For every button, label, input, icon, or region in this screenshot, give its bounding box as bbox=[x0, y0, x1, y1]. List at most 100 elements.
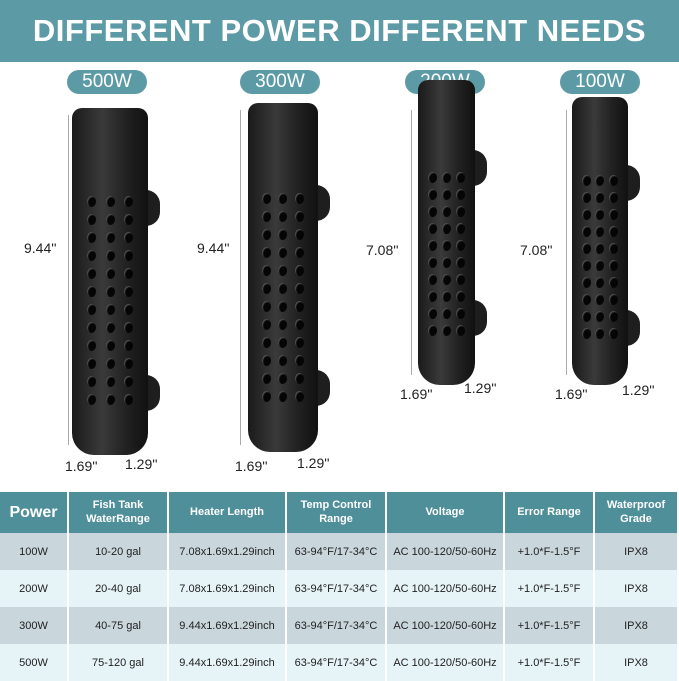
vent-hole bbox=[295, 355, 305, 366]
length-label: 9.44'' bbox=[197, 240, 230, 256]
vent-hole bbox=[105, 286, 115, 297]
vent-hole bbox=[261, 265, 271, 276]
vent-hole bbox=[105, 250, 115, 261]
vent-hole bbox=[278, 337, 288, 348]
vent-hole bbox=[582, 294, 592, 305]
table-cell: 300W bbox=[0, 607, 69, 644]
vent-hole bbox=[582, 277, 592, 288]
vent-hole bbox=[582, 328, 592, 339]
vent-hole bbox=[295, 337, 305, 348]
vent-hole bbox=[595, 209, 605, 220]
table-row: 500W 75-120 gal 9.44x1.69x1.29inch 63-94°F/… bbox=[0, 644, 679, 681]
table-row: 300W 40-75 gal 9.44x1.69x1.29inch 63-94°F/1… bbox=[0, 607, 679, 644]
vent-hole bbox=[87, 286, 97, 297]
table-cell: AC 100-120/50-60Hz bbox=[386, 644, 505, 681]
suction-cup bbox=[146, 375, 160, 411]
specs-table: Power Fish Tank WaterRange Heater Length… bbox=[0, 492, 679, 681]
vent-hole bbox=[295, 301, 305, 312]
suction-cup bbox=[473, 300, 487, 336]
vent-hole bbox=[123, 286, 133, 297]
length-label: 9.44'' bbox=[24, 240, 57, 256]
table-cell: 9.44x1.69x1.29inch bbox=[168, 607, 287, 644]
vent-hole bbox=[123, 232, 133, 243]
vent-hole bbox=[278, 319, 288, 330]
column-header: Voltage bbox=[386, 492, 505, 533]
vent-hole bbox=[442, 325, 451, 336]
vent-hole bbox=[595, 328, 605, 339]
depth-label: 1.29'' bbox=[622, 382, 655, 398]
vent-hole bbox=[123, 214, 133, 225]
vent-hole bbox=[261, 337, 271, 348]
table-cell: 7.08x1.69x1.29inch bbox=[168, 570, 287, 607]
dimension-line bbox=[566, 110, 567, 375]
heater-100w-image bbox=[572, 97, 628, 385]
table-cell: 40-75 gal bbox=[68, 607, 169, 644]
table-row: 200W 20-40 gal 7.08x1.69x1.29inch 63-94°F/1… bbox=[0, 570, 679, 607]
vent-hole bbox=[295, 229, 305, 240]
vent-hole bbox=[87, 232, 97, 243]
vent-hole bbox=[595, 175, 605, 186]
column-header: Temp Control Range bbox=[286, 492, 387, 533]
vent-hole bbox=[595, 226, 605, 237]
vent-hole bbox=[105, 394, 115, 405]
vent-hole bbox=[261, 193, 271, 204]
column-header: Error Range bbox=[504, 492, 595, 533]
suction-cup bbox=[146, 190, 160, 226]
vent-hole bbox=[105, 196, 115, 207]
vent-hole bbox=[278, 247, 288, 258]
vent-hole bbox=[608, 277, 618, 288]
vent-hole bbox=[455, 274, 465, 285]
vent-hole bbox=[455, 189, 465, 200]
table-cell: IPX8 bbox=[594, 644, 679, 681]
vent-hole bbox=[442, 223, 451, 234]
vent-hole bbox=[278, 373, 288, 384]
vent-hole bbox=[87, 358, 97, 369]
vent-hole bbox=[87, 304, 97, 315]
vent-hole bbox=[123, 250, 133, 261]
vent-hole bbox=[123, 304, 133, 315]
vent-hole bbox=[442, 291, 451, 302]
vent-hole bbox=[123, 340, 133, 351]
power-label-100w: 100W bbox=[560, 70, 640, 94]
vent-hole bbox=[442, 274, 451, 285]
column-header: Fish Tank WaterRange bbox=[68, 492, 169, 533]
vent-hole bbox=[455, 172, 465, 183]
vent-hole bbox=[278, 193, 288, 204]
vent-hole bbox=[261, 301, 271, 312]
table-cell: 7.08x1.69x1.29inch bbox=[168, 533, 287, 570]
table-row: 100W 10-20 gal 7.08x1.69x1.29inch 63-94°F/1… bbox=[0, 533, 679, 570]
page-title: DIFFERENT POWER DIFFERENT NEEDS bbox=[0, 0, 679, 62]
vent-hole bbox=[608, 209, 618, 220]
vent-hole bbox=[261, 319, 271, 330]
table-cell: 9.44x1.69x1.29inch bbox=[168, 644, 287, 681]
suction-cup bbox=[316, 370, 330, 406]
vent-hole bbox=[278, 211, 288, 222]
depth-label: 1.29'' bbox=[464, 380, 497, 396]
width-label: 1.69'' bbox=[235, 458, 268, 474]
vent-hole bbox=[608, 311, 618, 322]
vent-hole bbox=[295, 211, 305, 222]
vent-hole bbox=[105, 268, 115, 279]
table-cell: 500W bbox=[0, 644, 69, 681]
width-label: 1.69'' bbox=[555, 386, 588, 402]
vent-hole bbox=[582, 226, 592, 237]
vent-hole bbox=[442, 240, 451, 251]
vent-hole bbox=[278, 229, 288, 240]
table-cell: 200W bbox=[0, 570, 69, 607]
vent-hole bbox=[295, 265, 305, 276]
depth-label: 1.29'' bbox=[297, 455, 330, 471]
vent-hole bbox=[455, 291, 465, 302]
vent-hole bbox=[428, 189, 438, 200]
vent-hole bbox=[295, 391, 305, 402]
vent-hole bbox=[278, 283, 288, 294]
vent-hole bbox=[442, 257, 451, 268]
vent-hole bbox=[123, 376, 133, 387]
vent-hole bbox=[455, 223, 465, 234]
vent-hole bbox=[455, 308, 465, 319]
vent-hole bbox=[295, 193, 305, 204]
column-header: Heater Length bbox=[168, 492, 287, 533]
vent-hole bbox=[608, 328, 618, 339]
vent-hole bbox=[87, 268, 97, 279]
vent-hole bbox=[428, 274, 438, 285]
vent-hole bbox=[105, 214, 115, 225]
